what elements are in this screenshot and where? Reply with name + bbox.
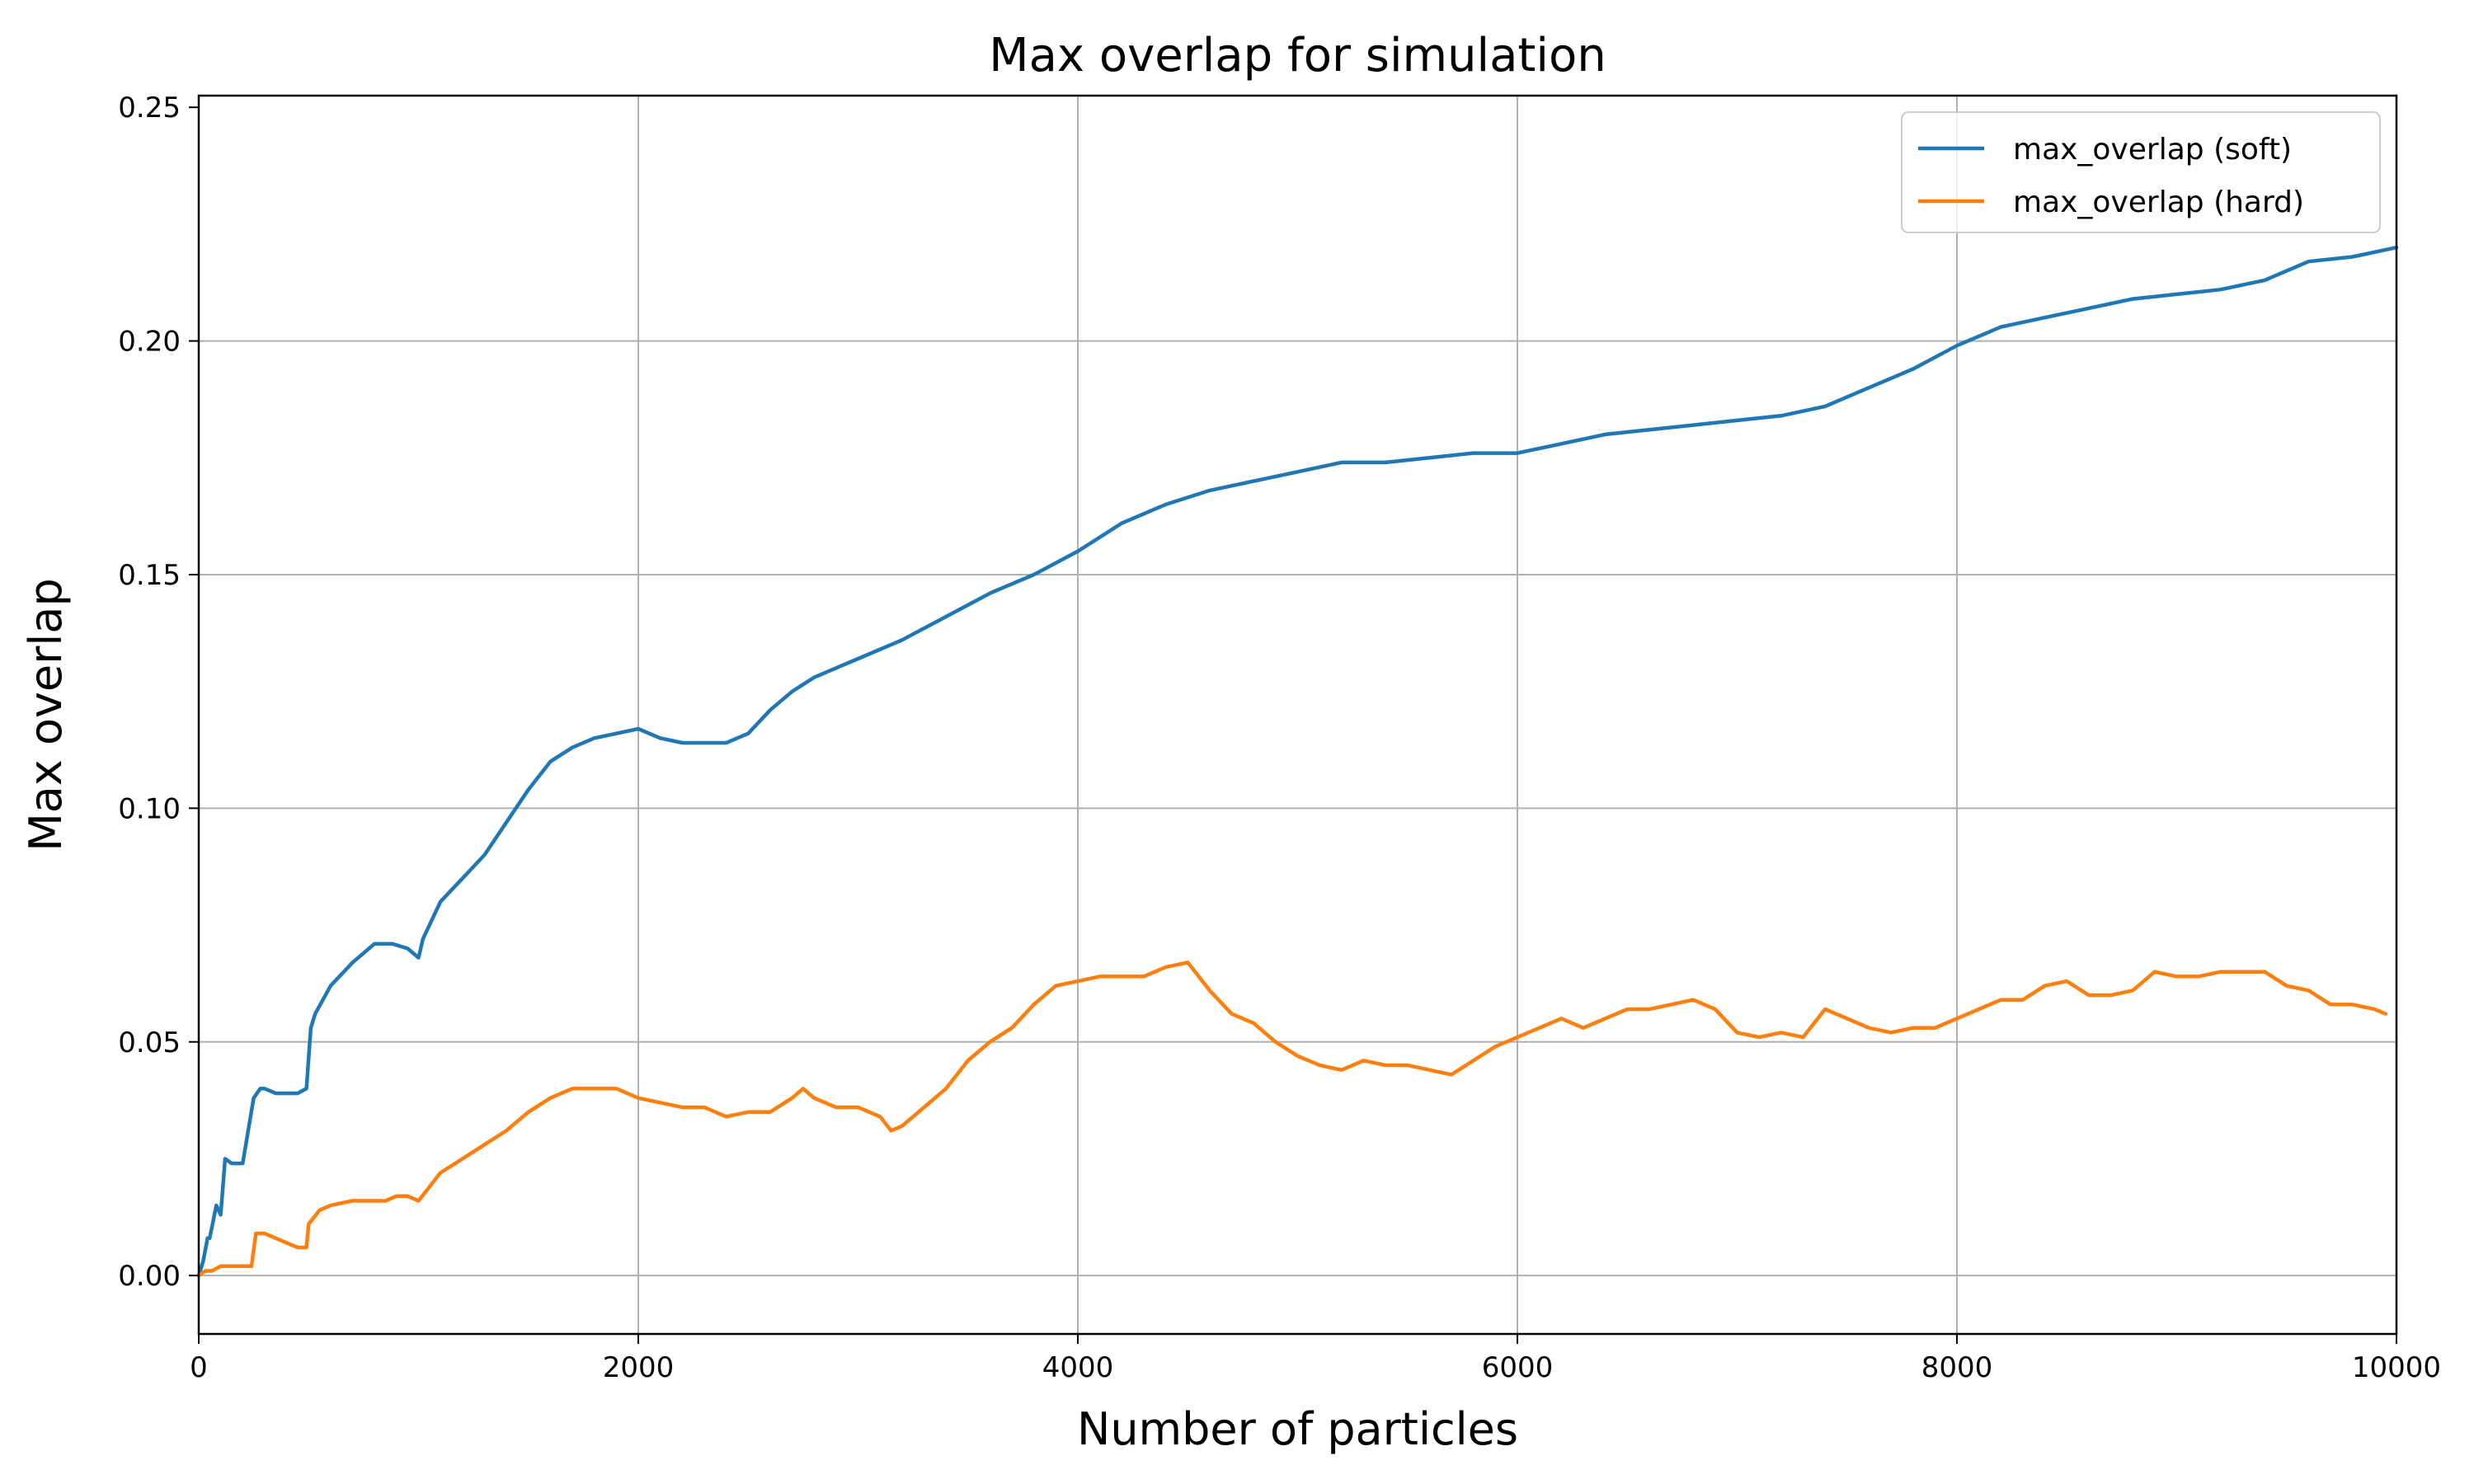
chart-title: Max overlap for simulation [989,29,1606,82]
x-tick-label: 2000 [603,1351,675,1384]
grid-lines [198,96,2397,1334]
legend-label: max_overlap (soft) [2013,133,2292,167]
x-axis-title: Number of particles [1077,1403,1518,1455]
y-tick-label: 0.00 [118,1260,181,1293]
y-tick-label: 0.05 [118,1026,181,1059]
legend-label: max_overlap (hard) [2013,186,2304,219]
x-tick-label: 4000 [1042,1351,1114,1384]
y-tick-label: 0.10 [118,792,181,825]
plot-frame [197,94,2398,1336]
x-tick-label: 0 [190,1351,208,1384]
x-tick-label: 8000 [1921,1351,1993,1384]
series-line-soft [196,245,2399,1278]
axis-ticks: 0 2000 4000 6000 8000 10000 0.00 0.05 0.10 0.15 0.… [118,92,2441,1384]
x-tick-label: 6000 [1482,1351,1554,1384]
y-tick-label: 0.20 [118,326,181,359]
x-tick-label: 10000 [2352,1351,2441,1384]
series-line-hard [196,960,2387,1278]
legend: max_overlap (soft) max_overlap (hard) [1901,111,2381,233]
y-tick-label: 0.25 [118,92,181,124]
y-tick-label: 0.15 [118,559,181,592]
legend-box [1901,111,2381,233]
y-axis-title: Max overlap [20,578,72,852]
series-layer [196,245,2399,1278]
